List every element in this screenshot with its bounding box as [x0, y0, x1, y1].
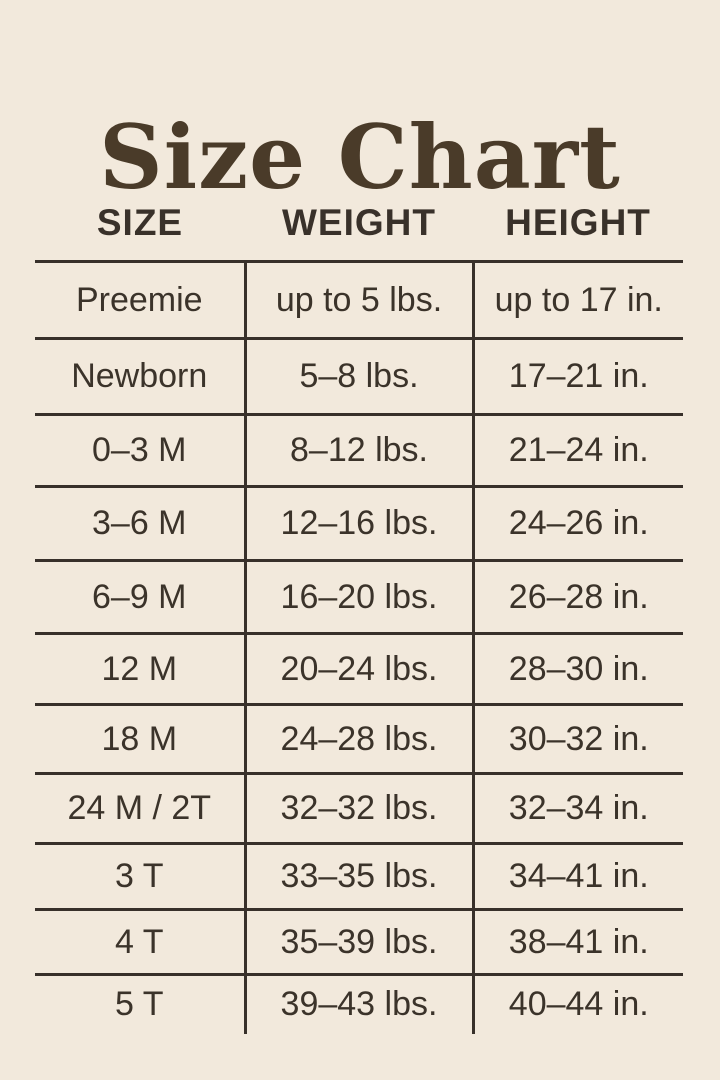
table-row: 12 M 20–24 lbs. 28–30 in. [35, 632, 683, 705]
table-row: 24 M / 2T 32–32 lbs. 32–34 in. [35, 772, 683, 844]
height-cell: 21–24 in. [473, 413, 683, 487]
weight-cell: 39–43 lbs. [243, 973, 475, 1034]
weight-cell: 32–32 lbs. [243, 772, 475, 844]
table-row: 3–6 M 12–16 lbs. 24–26 in. [35, 485, 683, 561]
height-cell: 40–44 in. [473, 973, 683, 1034]
weight-cell: 12–16 lbs. [243, 485, 475, 561]
size-cell: 24 M / 2T [35, 772, 245, 844]
size-cell: 18 M [35, 703, 245, 774]
size-cell: 0–3 M [35, 413, 245, 487]
weight-cell: 35–39 lbs. [243, 908, 475, 975]
table-row: 3 T 33–35 lbs. 34–41 in. [35, 842, 683, 910]
height-cell: 30–32 in. [473, 703, 683, 774]
weight-cell: 33–35 lbs. [243, 842, 475, 910]
weight-cell: 20–24 lbs. [243, 632, 475, 705]
table-row: 5 T 39–43 lbs. 40–44 in. [35, 973, 683, 1034]
height-cell: 28–30 in. [473, 632, 683, 705]
height-cell: 38–41 in. [473, 908, 683, 975]
table-row: Preemie up to 5 lbs. up to 17 in. [35, 261, 683, 339]
size-cell: 12 M [35, 632, 245, 705]
table-row: Newborn 5–8 lbs. 17–21 in. [35, 337, 683, 415]
height-cell: 26–28 in. [473, 559, 683, 634]
table-row: 4 T 35–39 lbs. 38–41 in. [35, 908, 683, 975]
table-header: SIZE WEIGHT HEIGHT [35, 185, 683, 263]
header-cell-size: SIZE [35, 185, 245, 263]
header-cell-height: HEIGHT [473, 185, 683, 263]
table-row: 0–3 M 8–12 lbs. 21–24 in. [35, 413, 683, 487]
header-cell-weight: WEIGHT [245, 185, 473, 263]
weight-cell: 8–12 lbs. [243, 413, 475, 487]
table-row: 6–9 M 16–20 lbs. 26–28 in. [35, 559, 683, 634]
height-cell: 24–26 in. [473, 485, 683, 561]
weight-cell: 16–20 lbs. [243, 559, 475, 634]
size-cell: 3–6 M [35, 485, 245, 561]
size-cell: Preemie [75, 280, 203, 319]
size-chart-table: SIZE WEIGHT HEIGHT Preemie up to 5 lbs. … [35, 185, 683, 1034]
height-cell: 34–41 in. [473, 842, 683, 910]
table-row: 18 M 24–28 lbs. 30–32 in. [35, 703, 683, 774]
weight-cell: 5–8 lbs. [243, 337, 475, 415]
weight-cell: up to 5 lbs. [243, 261, 475, 339]
table-body: Preemie up to 5 lbs. up to 17 in. Newbor… [35, 261, 683, 1034]
size-cell: 5 T [35, 973, 245, 1034]
height-cell: 32–34 in. [473, 772, 683, 844]
header-row: SIZE WEIGHT HEIGHT [35, 185, 683, 263]
weight-cell: 24–28 lbs. [243, 703, 475, 774]
height-cell: 17–21 in. [473, 337, 683, 415]
size-cell: Newborn [35, 337, 245, 415]
size-cell: 6–9 M [35, 559, 245, 634]
height-cell: up to 17 in. [494, 280, 663, 319]
size-cell: 3 T [35, 842, 245, 910]
size-cell: 4 T [35, 908, 245, 975]
